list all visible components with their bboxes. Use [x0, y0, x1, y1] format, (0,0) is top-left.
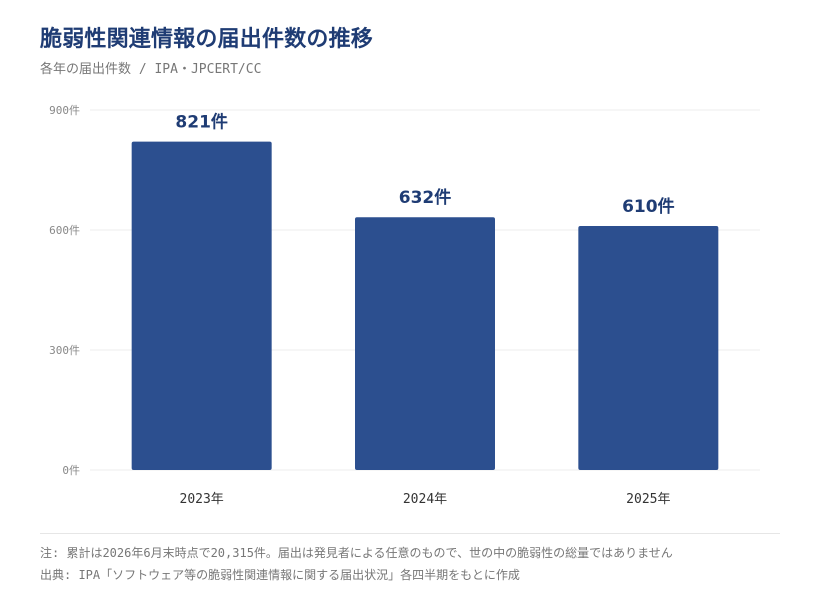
bar-2025年	[578, 226, 719, 470]
bar-value-label: 610件	[622, 196, 675, 217]
source-note: 出典: IPA「ソフトウェア等の脆弱性関連情報に関する届出状況」各四半期をもとに…	[40, 568, 520, 582]
x-category-label: 2024年	[403, 492, 447, 507]
chart-title: 脆弱性関連情報の届出件数の推移	[40, 27, 374, 52]
chart-subtitle: 各年の届出件数 / IPA・JPCERT/CC	[40, 62, 262, 77]
y-tick-label: 600件	[49, 224, 80, 237]
y-tick-label: 900件	[49, 104, 80, 117]
footnote: 注: 累計は2026年6月末時点で20,315件。届出は発見者による任意のもので…	[40, 546, 673, 560]
y-tick-label: 0件	[62, 464, 80, 477]
bar-value-label: 632件	[399, 187, 452, 208]
bar-2023年	[131, 141, 272, 470]
bars	[131, 141, 719, 470]
footer-divider	[40, 533, 780, 534]
bar-2024年	[355, 217, 495, 470]
bar-value-label: 821件	[175, 112, 228, 133]
data-labels: 821件 632件 610件	[175, 112, 674, 217]
x-category-label: 2023年	[180, 492, 224, 507]
y-axis-ticks: 0件 300件 600件 900件	[49, 104, 80, 477]
x-axis-categories: 2023年 2024年 2025年	[180, 492, 671, 507]
x-category-label: 2025年	[626, 492, 670, 507]
y-tick-label: 300件	[49, 344, 80, 357]
